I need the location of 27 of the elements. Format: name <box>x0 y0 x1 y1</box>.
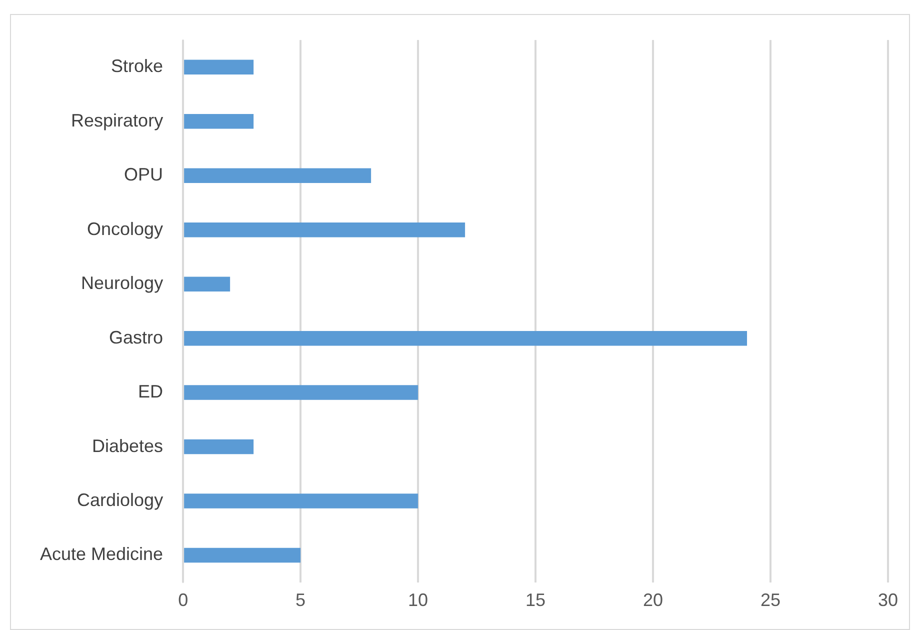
x-tick-label: 30 <box>878 590 898 610</box>
y-tick-label: Respiratory <box>71 110 164 130</box>
x-tick-label: 20 <box>643 590 664 610</box>
bar <box>184 222 466 238</box>
x-tick-label: 25 <box>760 590 781 610</box>
y-tick-label: Neurology <box>81 273 164 294</box>
y-tick-label: Diabetes <box>92 436 164 456</box>
y-tick-label: OPU <box>124 164 164 185</box>
bar <box>184 330 748 346</box>
y-tick-label: Stroke <box>111 56 164 76</box>
y-tick-label: Cardiology <box>77 490 164 510</box>
x-tick-label: 15 <box>526 590 546 610</box>
x-tick-label: 10 <box>408 590 428 610</box>
bar <box>184 385 418 400</box>
y-tick-label: Acute Medicine <box>40 544 164 564</box>
x-tick-label: 0 <box>178 590 188 610</box>
bar <box>184 168 372 183</box>
bar <box>184 494 418 508</box>
y-tick-label: Gastro <box>109 327 164 348</box>
bar <box>184 114 254 129</box>
y-tick-label: ED <box>138 382 164 402</box>
bar <box>184 439 254 454</box>
bar <box>184 548 301 563</box>
y-tick-label: Oncology <box>87 218 164 239</box>
bar <box>184 60 254 74</box>
x-tick-label: 5 <box>296 590 306 610</box>
bar <box>184 276 230 292</box>
